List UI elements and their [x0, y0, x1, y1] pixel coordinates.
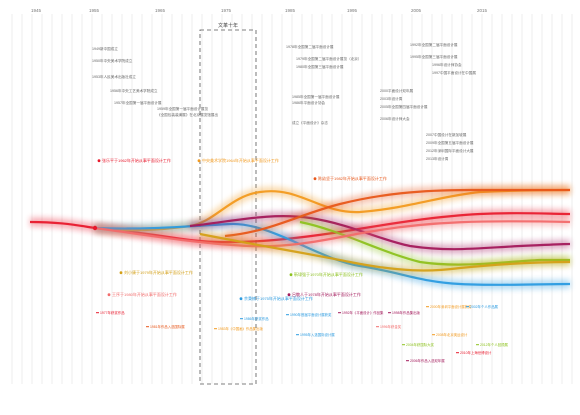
lower-note: 1995年入选国际设计展 [300, 332, 335, 337]
lower-note: 1998年作品集出版 [392, 310, 420, 315]
lower-note: 2004年获国际大奖 [406, 342, 434, 347]
year-axis: 1945 1955 1965 1975 1985 1995 2005 2015 [31, 8, 488, 13]
grid-lines [11, 14, 573, 384]
lower-note: 1983年《中国画》作品集出版 [218, 326, 263, 331]
stream-label: 余秉楠于1975年开始从事平面设计工作 [244, 295, 313, 301]
note-text: 2012年深圳国际平面设计大展 [426, 148, 474, 153]
stream-marker [239, 297, 243, 301]
note-text: 2009年全国第五届平面设计展 [426, 140, 474, 145]
note-text: 2006年设计师大会 [380, 116, 410, 121]
year-label: 1975 [221, 8, 232, 13]
stream-marker [287, 293, 291, 297]
stream-label: 陈幼坚于1982年开始从事平面设计工作 [318, 175, 387, 181]
lower-note: 2008年北京奥运设计 [436, 332, 468, 337]
note-text: 1950年中央美术学院成立 [92, 58, 133, 63]
stream-line [224, 188, 570, 238]
note-text: 1949新中国成立 [92, 46, 118, 51]
lower-note: 2012年个人回顾展 [480, 342, 508, 347]
lower-note: 1981年作品入选国际展 [150, 324, 185, 329]
lower-note: 1996年获金奖 [380, 324, 402, 329]
year-label: 1955 [89, 8, 100, 13]
note-text: 1979年全国第二届平面设计展览（北京） [296, 56, 362, 61]
stream-label: 张乐平于1962年开始从事平面设计工作 [102, 157, 171, 163]
year-label: 2005 [411, 8, 422, 13]
stream-line [189, 215, 571, 251]
note-text: 1978年全国第二届平面设计展 [286, 44, 334, 49]
stream-label: 刘小康于1979年开始从事平面设计工作 [124, 269, 193, 275]
year-label: 2015 [477, 8, 488, 13]
stream-marker [97, 159, 101, 163]
year-label: 1945 [31, 8, 42, 13]
lower-note: 2000年深圳平面设计展获奖 [430, 304, 472, 309]
lower-note: 1986年获奖作品 [244, 316, 269, 321]
note-text: 1957年全国第一届平面设计展 [114, 100, 162, 105]
stream-line [199, 232, 571, 272]
lower-note: 2010年上海世博设计 [460, 350, 492, 355]
note-text: 2005年全国第四届平面设计展 [380, 104, 428, 109]
note-text: 1959年全国第一届平面设计展览 [157, 106, 209, 111]
year-label: 1995 [347, 8, 358, 13]
year-label: 1985 [285, 8, 296, 13]
lower-note: 1977年获奖作品 [100, 310, 125, 315]
note-text: 1995年全国第三届平面设计展 [410, 54, 458, 59]
stream-line [94, 220, 571, 248]
note-text: 1992年全国第二届平面设计展 [410, 42, 458, 47]
year-label: 1965 [155, 8, 166, 13]
top-notes: 1949新中国成立 1950年中央美术学院成立 1953年人民美术出版社成立 1956… [92, 42, 476, 161]
origin-dot [92, 225, 98, 231]
stream-marker [107, 293, 111, 297]
lower-note: 1992年《平面设计》作品集 [342, 310, 384, 315]
note-text: 1980年全国第三届平面设计展 [296, 64, 344, 69]
note-text: 2007中国设计在新加坡展 [426, 132, 467, 137]
note-text: 1985年全国第一届平面设计展 [292, 94, 340, 99]
stream-marker [313, 177, 317, 181]
note-text: 2000平面设计双年展 [380, 88, 414, 93]
stream-labels: 张乐平于1962年开始从事平面设计工作 中央美术学院1964年开始从事平面设计工作… [92, 157, 387, 301]
period-box [199, 29, 257, 385]
stream-label: 王序于1980年开始从事平面设计工作 [112, 291, 177, 297]
stream-label: 中央美术学院1964年开始从事平面设计工作 [202, 157, 279, 163]
note-text: 1953年人民美术出版社成立 [92, 74, 136, 79]
lower-notes: 1977年获奖作品 1981年作品入选国际展 1983年《中国画》作品集出版 1986… [96, 304, 508, 363]
note-text: 成立《平面设计》杂志 [292, 120, 328, 125]
lower-note: 1990年首届平面设计展获奖 [290, 312, 332, 317]
stream-marker [197, 159, 201, 163]
note-text: 1986年平面设计协会 [292, 100, 326, 105]
lower-note: 2002年个人作品展 [470, 304, 498, 309]
stream-marker [289, 273, 293, 277]
note-text: 2003年设计周 [380, 96, 403, 101]
lower-note: 2006年作品入选双年展 [410, 358, 445, 363]
note-text: 《全国包装装潢展》在北京展览馆展出 [157, 112, 218, 117]
note-text: 1997中国平面设计在中国展 [432, 70, 476, 75]
streams [29, 185, 571, 290]
note-text: 1956年中央工艺美术学院成立 [110, 88, 158, 93]
stream-label: 靳埭强于1970年开始从事平面设计工作 [294, 271, 363, 277]
note-text: 2013年设计周 [426, 156, 449, 161]
stream-label: 吕敬人于1978年开始从事平面设计工作 [292, 291, 361, 297]
stream-marker [119, 271, 123, 275]
note-text: 1996年设计师协会 [432, 62, 462, 67]
period-label: 文革十年 [218, 22, 238, 29]
